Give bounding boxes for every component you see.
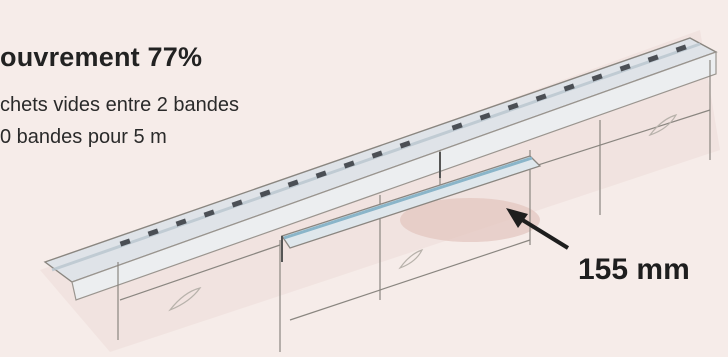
leaf-motifs [168,114,678,312]
bead-chain [119,44,687,247]
back-slat [43,37,718,301]
pointer-arrow [506,208,570,250]
bands-per-length-text: 0 bandes pour 5 m [0,126,167,148]
front-slat [280,152,542,262]
shadow-highlight [400,198,540,242]
empty-pockets-text: chets vides entre 2 bandes [0,94,240,116]
coverage-heading: ouvrement 77% [0,42,203,72]
dimension-label: 155 mm [578,253,690,286]
